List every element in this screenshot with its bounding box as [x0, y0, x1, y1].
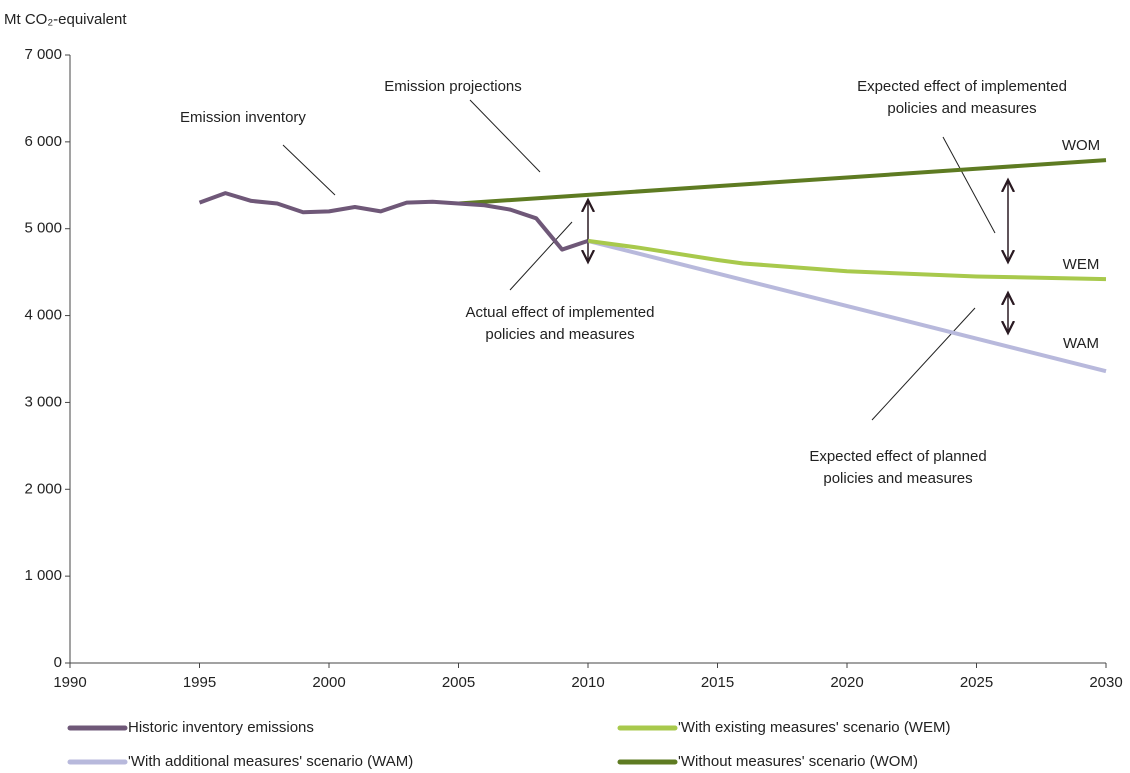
- annotation: WAM: [1063, 335, 1099, 352]
- y-tick-label: 3 000: [24, 393, 62, 410]
- y-axis-label: Mt CO₂-equivalent: [4, 11, 127, 28]
- y-tick-label: 6 000: [24, 133, 62, 150]
- y-tick-label: 5 000: [24, 220, 62, 237]
- x-tick-label: 2010: [571, 674, 604, 691]
- leader-line: [942, 136, 996, 234]
- legend-label: Historic inventory emissions: [128, 719, 314, 736]
- series-line: [587, 238, 1107, 374]
- x-tick-label: 2015: [701, 674, 734, 691]
- leader-line: [282, 144, 336, 196]
- x-tick-label: 2020: [830, 674, 863, 691]
- annotation: Actual effect of implemented: [466, 304, 655, 321]
- x-tick-label: 1995: [183, 674, 216, 691]
- x-tick-label: 2025: [960, 674, 993, 691]
- y-tick-label: 1 000: [24, 567, 62, 584]
- annotation: policies and measures: [887, 100, 1036, 117]
- annotation-lines: [282, 99, 1008, 421]
- annotation: WEM: [1063, 256, 1100, 273]
- x-tick-label: 2000: [312, 674, 345, 691]
- leader-line: [871, 307, 976, 421]
- x-tick-label: 1990: [53, 674, 86, 691]
- legend-label: 'With additional measures' scenario (WAM…: [128, 753, 413, 770]
- series-line: [587, 238, 1107, 282]
- x-tick-label: 2005: [442, 674, 475, 691]
- y-tick-label: 2 000: [24, 480, 62, 497]
- y-tick-label: 4 000: [24, 307, 62, 324]
- annotation: Expected effect of planned: [809, 448, 986, 465]
- annotation: policies and measures: [823, 470, 972, 487]
- legend-label: 'With existing measures' scenario (WEM): [678, 719, 950, 736]
- leader-line: [469, 99, 541, 173]
- annotation: WOM: [1062, 137, 1100, 154]
- series-line: [198, 191, 589, 252]
- annotation: policies and measures: [485, 326, 634, 343]
- annotation: Emission projections: [384, 78, 522, 95]
- annotation: Emission inventory: [180, 109, 306, 126]
- y-tick-label: 0: [54, 654, 62, 671]
- leader-line: [509, 221, 573, 291]
- y-tick-label: 7 000: [24, 46, 62, 63]
- legend-label: 'Without measures' scenario (WOM): [678, 753, 918, 770]
- x-tick-label: 2030: [1089, 674, 1122, 691]
- annotation: Expected effect of implemented: [857, 78, 1067, 95]
- series-line: [458, 158, 1107, 206]
